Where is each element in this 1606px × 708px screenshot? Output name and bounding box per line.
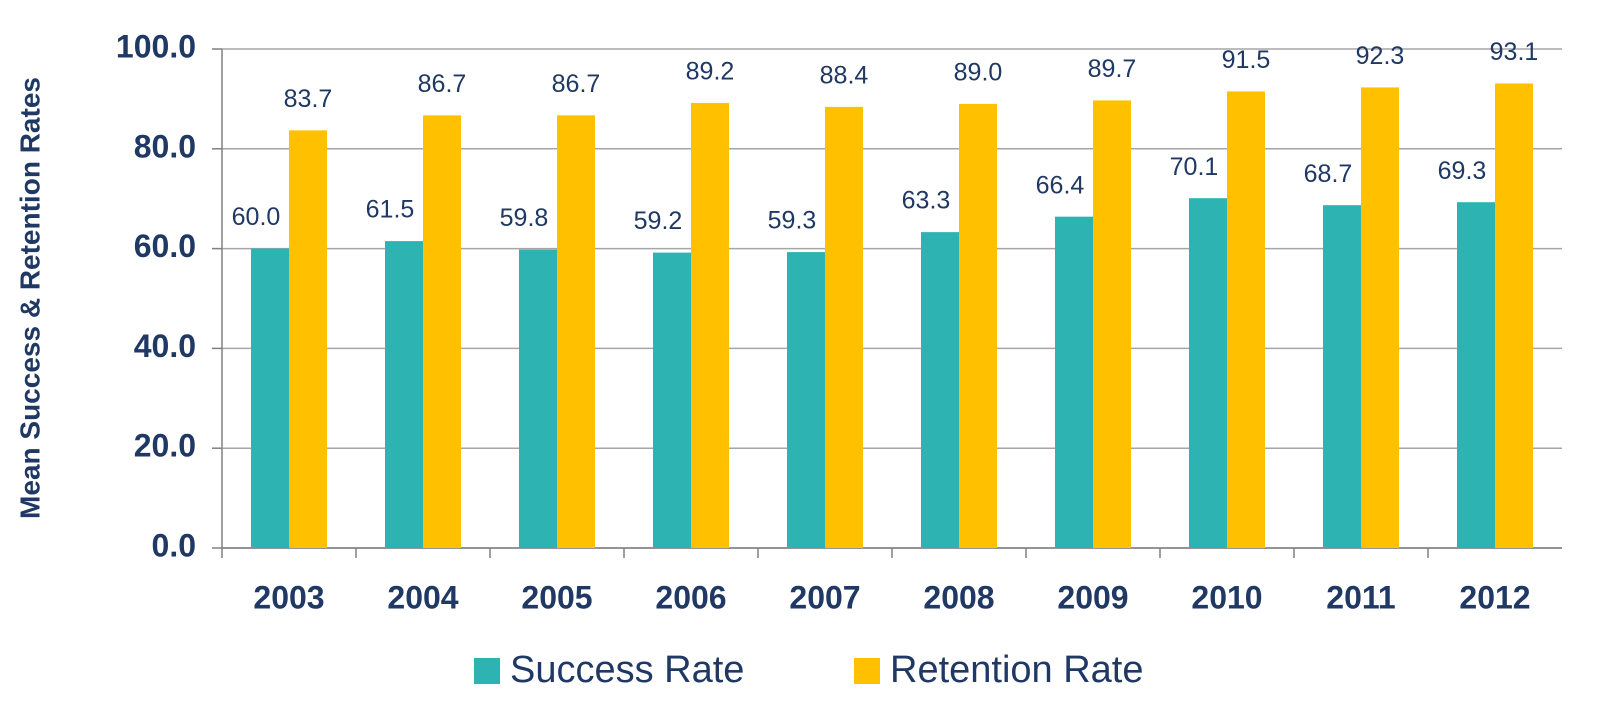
value-label: 70.1: [1170, 153, 1219, 181]
value-label: 93.1: [1490, 38, 1539, 66]
bar: [959, 103, 997, 548]
x-tick-label: 2007: [789, 579, 860, 615]
value-label: 61.5: [366, 196, 415, 224]
bar: [1323, 205, 1361, 548]
bar: [557, 115, 595, 548]
bar: [691, 102, 729, 548]
value-label: 60.0: [232, 203, 281, 231]
bar: [1457, 202, 1495, 548]
x-tick-label: 2004: [387, 579, 458, 615]
legend-swatch: [854, 658, 880, 684]
y-tick-label: 20.0: [134, 428, 196, 464]
legend-label: Success Rate: [510, 649, 744, 691]
bar: [423, 115, 461, 548]
bar: [1093, 100, 1131, 548]
value-label: 89.2: [686, 58, 735, 86]
value-label: 59.2: [634, 207, 683, 235]
y-tick-label: 0.0: [152, 527, 196, 563]
x-tick-label: 2008: [923, 579, 994, 615]
bar: [825, 106, 863, 548]
bar: [787, 252, 825, 548]
legend-swatch: [474, 658, 500, 684]
value-label: 86.7: [418, 70, 467, 98]
y-tick-label: 80.0: [134, 128, 196, 164]
value-label: 69.3: [1438, 157, 1487, 185]
value-label: 88.4: [820, 61, 869, 89]
value-label: 83.7: [284, 85, 333, 113]
bar: [921, 232, 959, 548]
bar: [385, 241, 423, 549]
bar: [251, 248, 289, 548]
x-tick-label: 2012: [1459, 579, 1530, 615]
y-tick-label: 60.0: [134, 228, 196, 264]
bar: [519, 249, 557, 548]
bar: [1189, 198, 1227, 549]
x-tick-label: 2009: [1057, 579, 1128, 615]
value-label: 86.7: [552, 70, 601, 98]
bar: [289, 130, 327, 548]
value-label: 92.3: [1356, 42, 1405, 70]
x-tick-label: 2006: [655, 579, 726, 615]
bar: [1227, 91, 1265, 548]
value-label: 59.8: [500, 204, 549, 232]
value-label: 63.3: [902, 187, 951, 215]
value-label: 68.7: [1304, 160, 1353, 188]
bar: [1495, 83, 1533, 548]
value-label: 89.0: [954, 58, 1003, 86]
y-axis-label: Mean Success & Retention Rates: [14, 77, 45, 519]
bar: [1361, 87, 1399, 548]
y-tick-label: 100.0: [116, 28, 196, 64]
bar: [653, 252, 691, 549]
value-label: 59.3: [768, 207, 817, 235]
value-label: 66.4: [1036, 171, 1085, 199]
bar: [1055, 216, 1093, 548]
value-label: 89.7: [1088, 55, 1137, 83]
x-tick-label: 2003: [253, 579, 324, 615]
value-label: 91.5: [1222, 46, 1271, 74]
x-tick-label: 2010: [1191, 579, 1262, 615]
x-tick-label: 2011: [1326, 579, 1395, 615]
legend-label: Retention Rate: [890, 649, 1144, 691]
y-tick-label: 40.0: [134, 328, 196, 364]
x-tick-label: 2005: [521, 579, 592, 615]
